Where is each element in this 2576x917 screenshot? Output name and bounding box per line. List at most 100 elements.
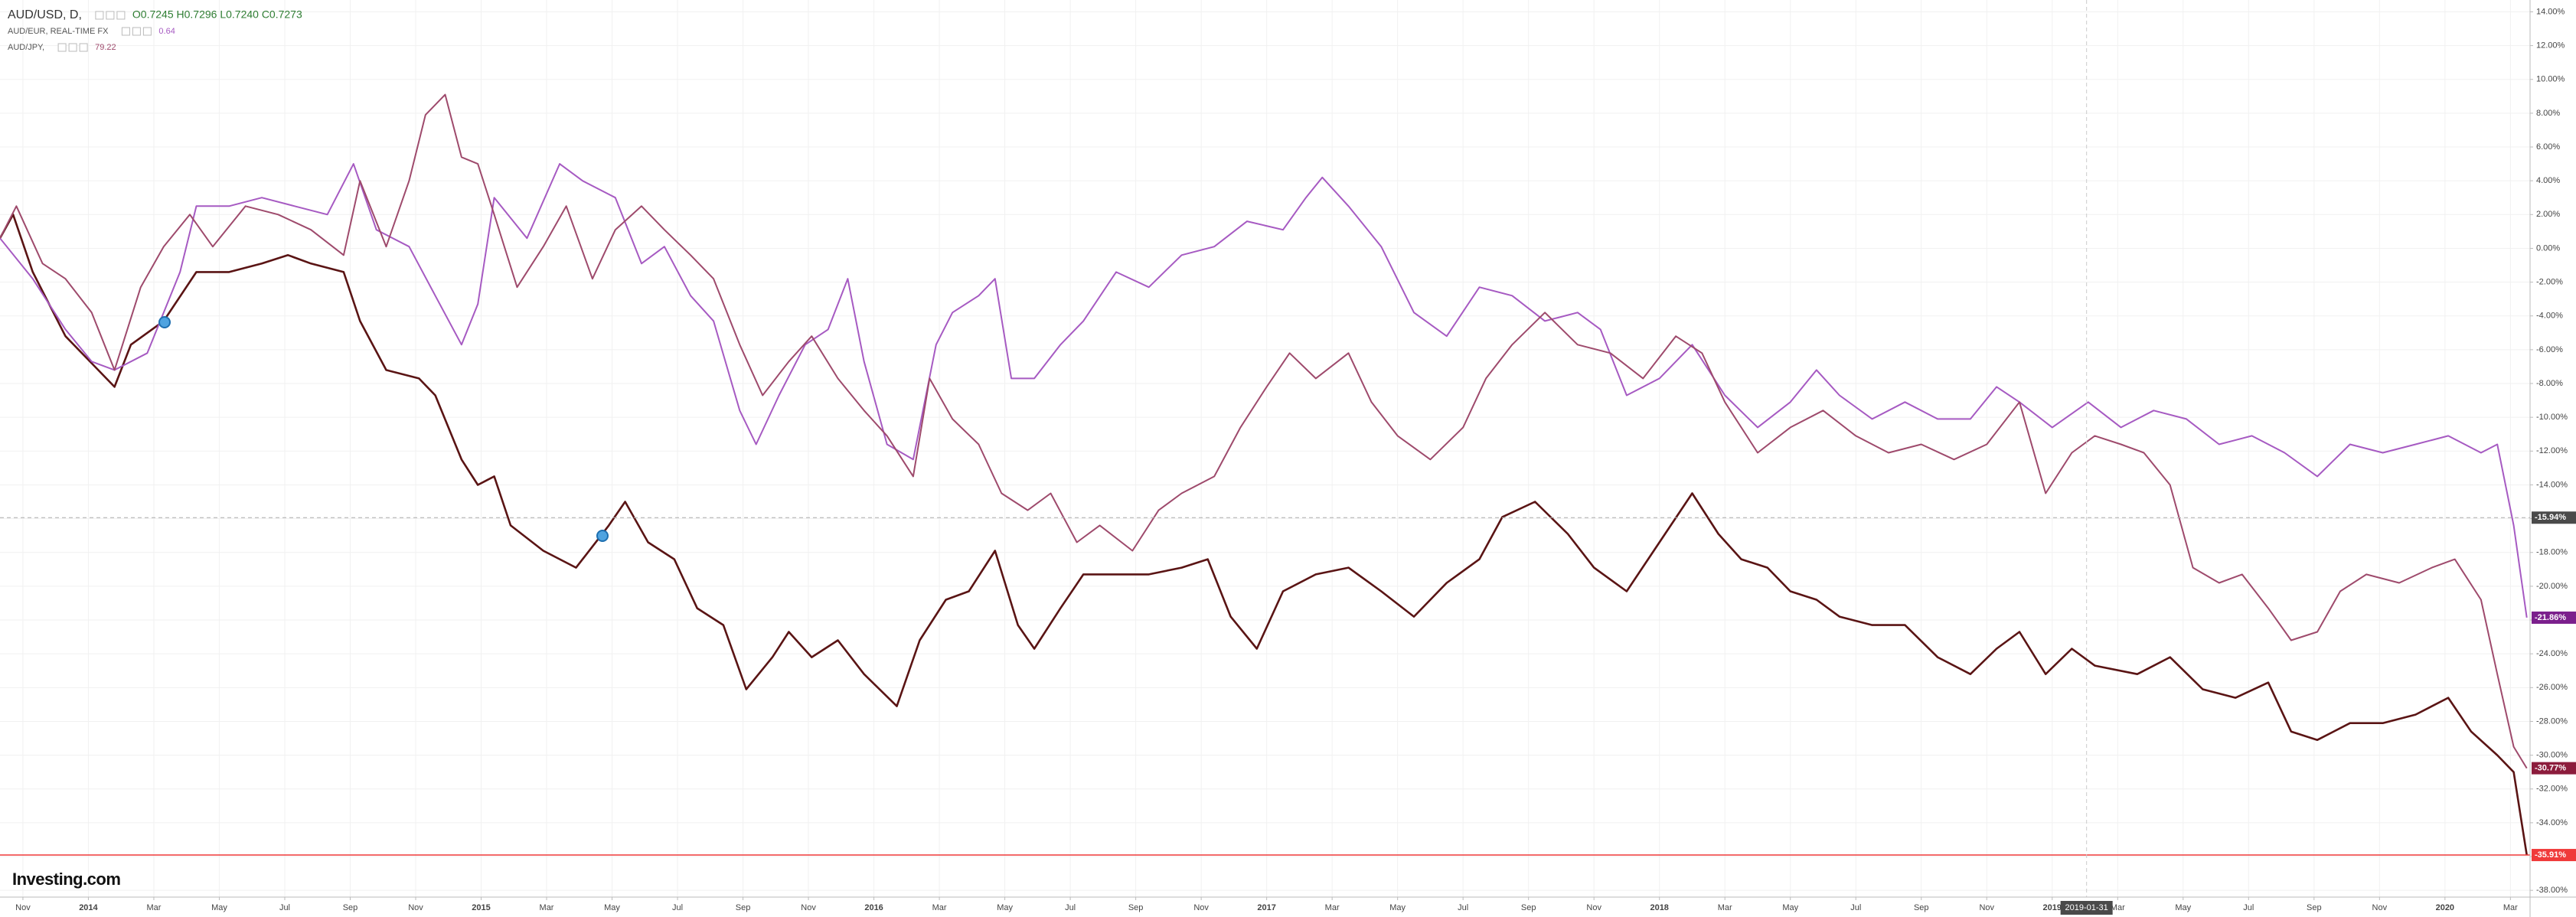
- x-tick-label: 2019: [2043, 903, 2062, 912]
- legend-name[interactable]: AUD/EUR, REAL-TIME FX: [8, 27, 109, 36]
- y-tick-label: 8.00%: [2536, 109, 2560, 118]
- y-tick-label: -38.00%: [2536, 886, 2568, 895]
- y-tick-label: -24.00%: [2536, 649, 2568, 658]
- y-tick-label: -26.00%: [2536, 683, 2568, 692]
- legend-button[interactable]: [132, 27, 141, 36]
- x-tick-label: Nov: [408, 903, 423, 912]
- y-tick-label: 14.00%: [2536, 7, 2565, 16]
- x-tick-label: Mar: [1718, 903, 1732, 912]
- y-tick-label: 10.00%: [2536, 75, 2565, 84]
- x-tick-label: Jul: [279, 903, 290, 912]
- x-tick-label: Nov: [1193, 903, 1209, 912]
- legend-button[interactable]: [142, 27, 152, 36]
- watermark: Investing.com: [12, 870, 120, 889]
- y-tick-label: 12.00%: [2536, 41, 2565, 50]
- event-marker[interactable]: [596, 530, 609, 542]
- x-tick-label: 2016: [864, 903, 883, 912]
- crosshair-y-box: [2532, 511, 2576, 524]
- x-tick-label: Nov: [1979, 903, 1994, 912]
- x-tick-label: Nov: [2372, 903, 2388, 912]
- last-value-label: -30.77%: [2535, 764, 2566, 773]
- x-tick-label: May: [997, 903, 1013, 912]
- y-tick-label: -18.00%: [2536, 548, 2568, 557]
- y-tick-label: -12.00%: [2536, 446, 2568, 455]
- x-tick-label: 2018: [1650, 903, 1668, 912]
- x-tick-label: Mar: [146, 903, 161, 912]
- last-value-label: -35.91%: [2535, 850, 2566, 860]
- x-tick-label: 2017: [1257, 903, 1275, 912]
- legend: AUD/USD, D, O0.7245 H0.7296 L0.7240 C0.72…: [8, 8, 302, 52]
- legend-value: O0.7245 H0.7296 L0.7240 C0.7273: [132, 8, 302, 21]
- y-tick-label: -4.00%: [2536, 312, 2563, 321]
- legend-button[interactable]: [95, 11, 104, 20]
- y-tick-label: -14.00%: [2536, 480, 2568, 489]
- x-tick-label: May: [1389, 903, 1406, 912]
- y-tick-label: -6.00%: [2536, 345, 2563, 354]
- x-tick-label: Mar: [1325, 903, 1340, 912]
- x-tick-label: Sep: [2307, 903, 2322, 912]
- x-tick-label: Mar: [932, 903, 947, 912]
- x-tick-label: Sep: [343, 903, 358, 912]
- y-tick-label: -2.00%: [2536, 278, 2563, 287]
- x-tick-label: Jul: [1458, 903, 1468, 912]
- y-tick-label: -8.00%: [2536, 379, 2563, 388]
- y-tick-label: 2.00%: [2536, 210, 2560, 219]
- y-tick-label: -32.00%: [2536, 785, 2568, 794]
- x-tick-label: May: [2175, 903, 2191, 912]
- legend-value: 0.64: [158, 27, 175, 36]
- x-tick-label: May: [604, 903, 620, 912]
- x-tick-label: 2015: [472, 903, 490, 912]
- last-value-box: [2532, 611, 2576, 624]
- legend-button[interactable]: [116, 11, 126, 20]
- x-tick-label: Mar: [2111, 903, 2125, 912]
- x-tick-label: Nov: [1586, 903, 1601, 912]
- crosshair-x-box: [2060, 901, 2113, 915]
- series-line: [0, 163, 2528, 618]
- last-value-box: [2532, 762, 2576, 775]
- y-tick-label: 4.00%: [2536, 176, 2560, 185]
- last-value-label: -21.86%: [2535, 613, 2566, 622]
- y-tick-label: -34.00%: [2536, 818, 2568, 827]
- x-tick-label: Nov: [801, 903, 816, 912]
- last-value-box: [2532, 849, 2576, 862]
- x-tick-label: Nov: [15, 903, 31, 912]
- legend-name[interactable]: AUD/JPY,: [8, 43, 44, 52]
- x-tick-label: Jul: [1065, 903, 1076, 912]
- legend-value: 79.22: [95, 43, 116, 52]
- x-tick-label: May: [1782, 903, 1798, 912]
- crosshair-x-label: 2019-01-31: [2065, 903, 2108, 912]
- x-tick-label: 2014: [79, 903, 98, 912]
- legend-button[interactable]: [79, 43, 88, 52]
- crosshair-y-label: -15.94%: [2535, 513, 2566, 522]
- y-tick-label: 0.00%: [2536, 243, 2560, 253]
- legend-button[interactable]: [121, 27, 130, 36]
- series-line: [0, 214, 2528, 856]
- legend-button[interactable]: [57, 43, 67, 52]
- y-tick-label: 6.00%: [2536, 142, 2560, 152]
- y-tick-label: -30.00%: [2536, 751, 2568, 760]
- legend-name[interactable]: AUD/USD, D,: [8, 8, 82, 21]
- grid: [0, 0, 2530, 897]
- axes: 14.00% 12.00% 10.00% 8.00% 6.00% 4.00% 2.00% 0.…: [15, 7, 2576, 915]
- x-tick-label: Mar: [540, 903, 554, 912]
- x-tick-label: Jul: [672, 903, 683, 912]
- x-tick-label: Jul: [2243, 903, 2254, 912]
- event-marker[interactable]: [158, 316, 171, 328]
- x-tick-label: 2020: [2436, 903, 2454, 912]
- y-tick-label: -10.00%: [2536, 413, 2568, 422]
- x-tick-label: Sep: [736, 903, 751, 912]
- x-tick-label: Sep: [1128, 903, 1144, 912]
- series-line: [0, 93, 2528, 769]
- legend-button[interactable]: [106, 11, 115, 20]
- x-tick-label: Jul: [1850, 903, 1861, 912]
- x-tick-label: Sep: [1914, 903, 1929, 912]
- x-tick-label: May: [211, 903, 227, 912]
- y-tick-label: -20.00%: [2536, 582, 2568, 591]
- legend-button[interactable]: [68, 43, 77, 52]
- x-tick-label: Mar: [2503, 903, 2518, 912]
- plot-lines: [0, 0, 2530, 897]
- y-tick-label: -28.00%: [2536, 716, 2568, 726]
